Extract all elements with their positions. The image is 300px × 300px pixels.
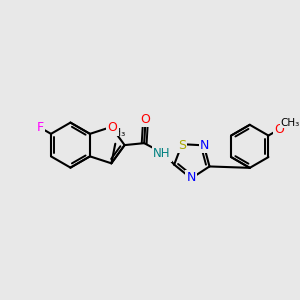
- Text: F: F: [36, 121, 43, 134]
- Text: O: O: [140, 113, 150, 126]
- Text: NH: NH: [153, 147, 170, 161]
- Text: N: N: [187, 171, 196, 184]
- Text: N: N: [200, 139, 209, 152]
- Text: CH₃: CH₃: [106, 128, 126, 138]
- Text: O: O: [107, 122, 117, 134]
- Text: CH₃: CH₃: [281, 118, 300, 128]
- Text: O: O: [274, 123, 284, 136]
- Text: S: S: [178, 139, 186, 152]
